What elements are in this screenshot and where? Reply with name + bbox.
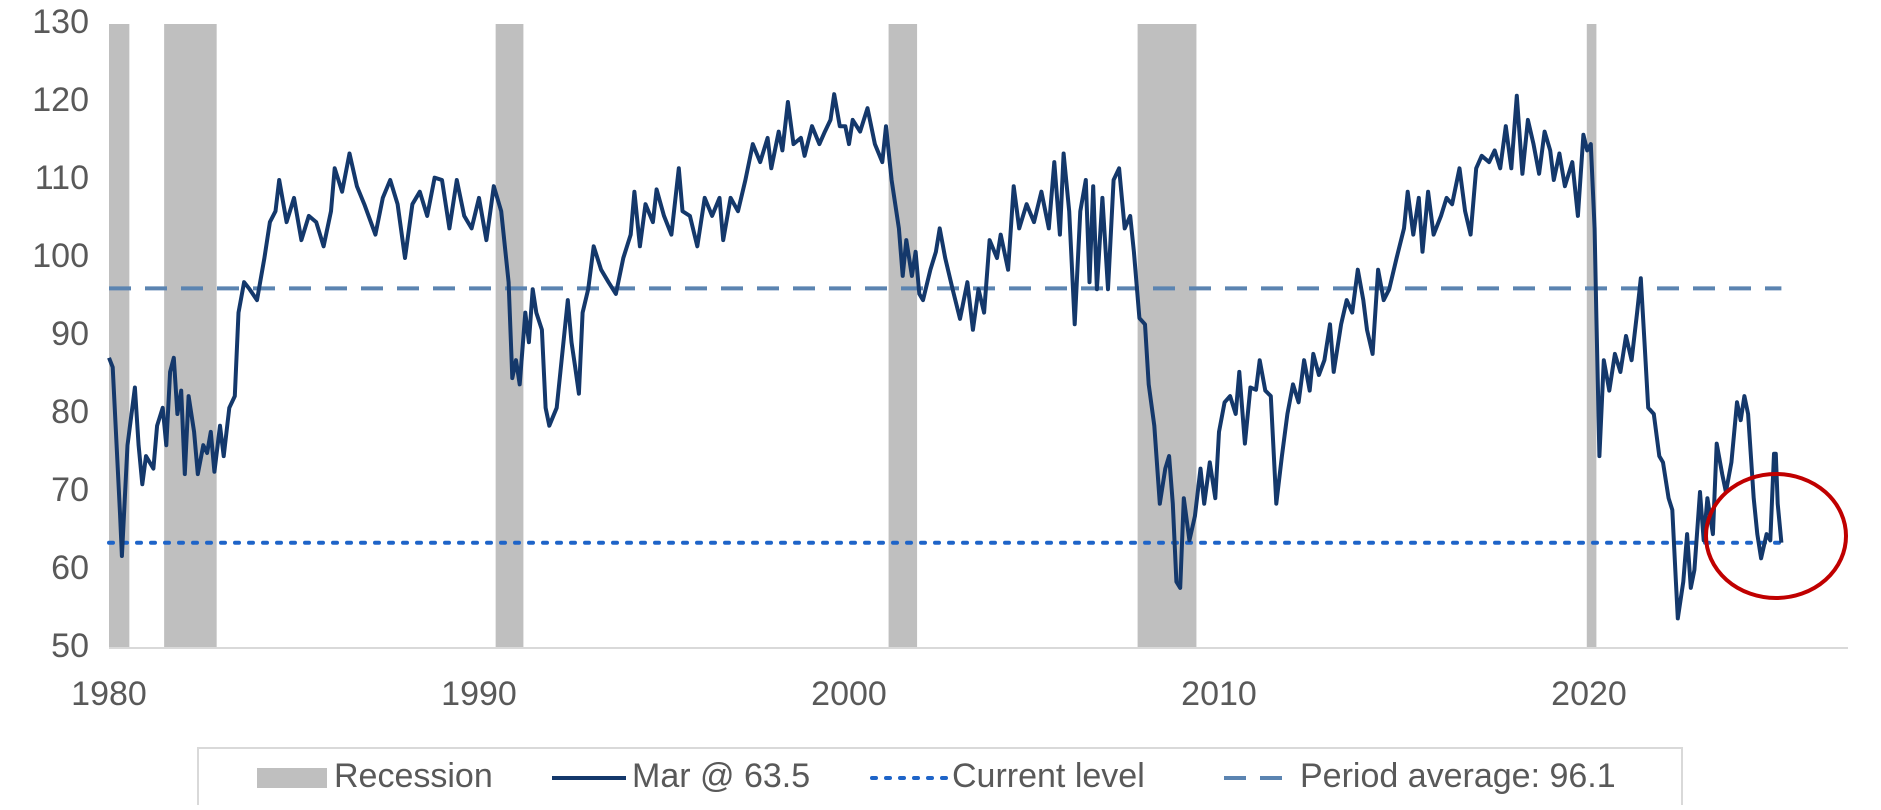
recession-band: [164, 24, 217, 648]
y-tick-label: 60: [51, 549, 89, 587]
recession-band: [109, 24, 130, 648]
y-tick-label: 100: [32, 237, 89, 275]
y-tick-label: 130: [32, 3, 89, 41]
recession-band: [888, 24, 918, 648]
x-tick-label: 2000: [811, 675, 887, 713]
y-tick-label: 120: [32, 81, 89, 119]
legend-swatch: [257, 768, 327, 788]
legend-label: Current level: [952, 757, 1145, 795]
x-tick-label: 1990: [441, 675, 517, 713]
y-tick-label: 80: [51, 393, 89, 431]
legend-label: Mar @ 63.5: [632, 757, 810, 795]
y-tick-label: 90: [51, 315, 89, 353]
y-tick-label: 50: [51, 627, 89, 665]
x-tick-label: 1980: [71, 675, 147, 713]
x-tick-label: 2010: [1181, 675, 1257, 713]
legend-label: Period average: 96.1: [1300, 757, 1616, 795]
x-tick-label: 2020: [1551, 675, 1627, 713]
recession-band: [1586, 24, 1597, 648]
highlight-circle: [1704, 472, 1848, 600]
legend-label: Recession: [334, 757, 493, 795]
series-line: [107, 92, 1784, 621]
y-tick-label: 110: [35, 159, 89, 197]
y-tick-label: 70: [51, 471, 89, 509]
